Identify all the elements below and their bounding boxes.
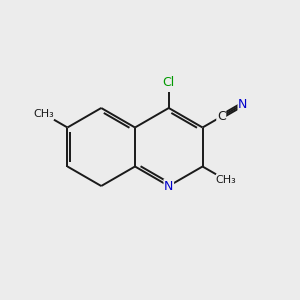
Text: CH₃: CH₃ <box>34 109 54 119</box>
Text: C: C <box>217 110 226 123</box>
Text: CH₃: CH₃ <box>216 175 236 185</box>
Text: N: N <box>164 179 173 193</box>
Text: N: N <box>238 98 248 111</box>
Text: Cl: Cl <box>163 76 175 89</box>
